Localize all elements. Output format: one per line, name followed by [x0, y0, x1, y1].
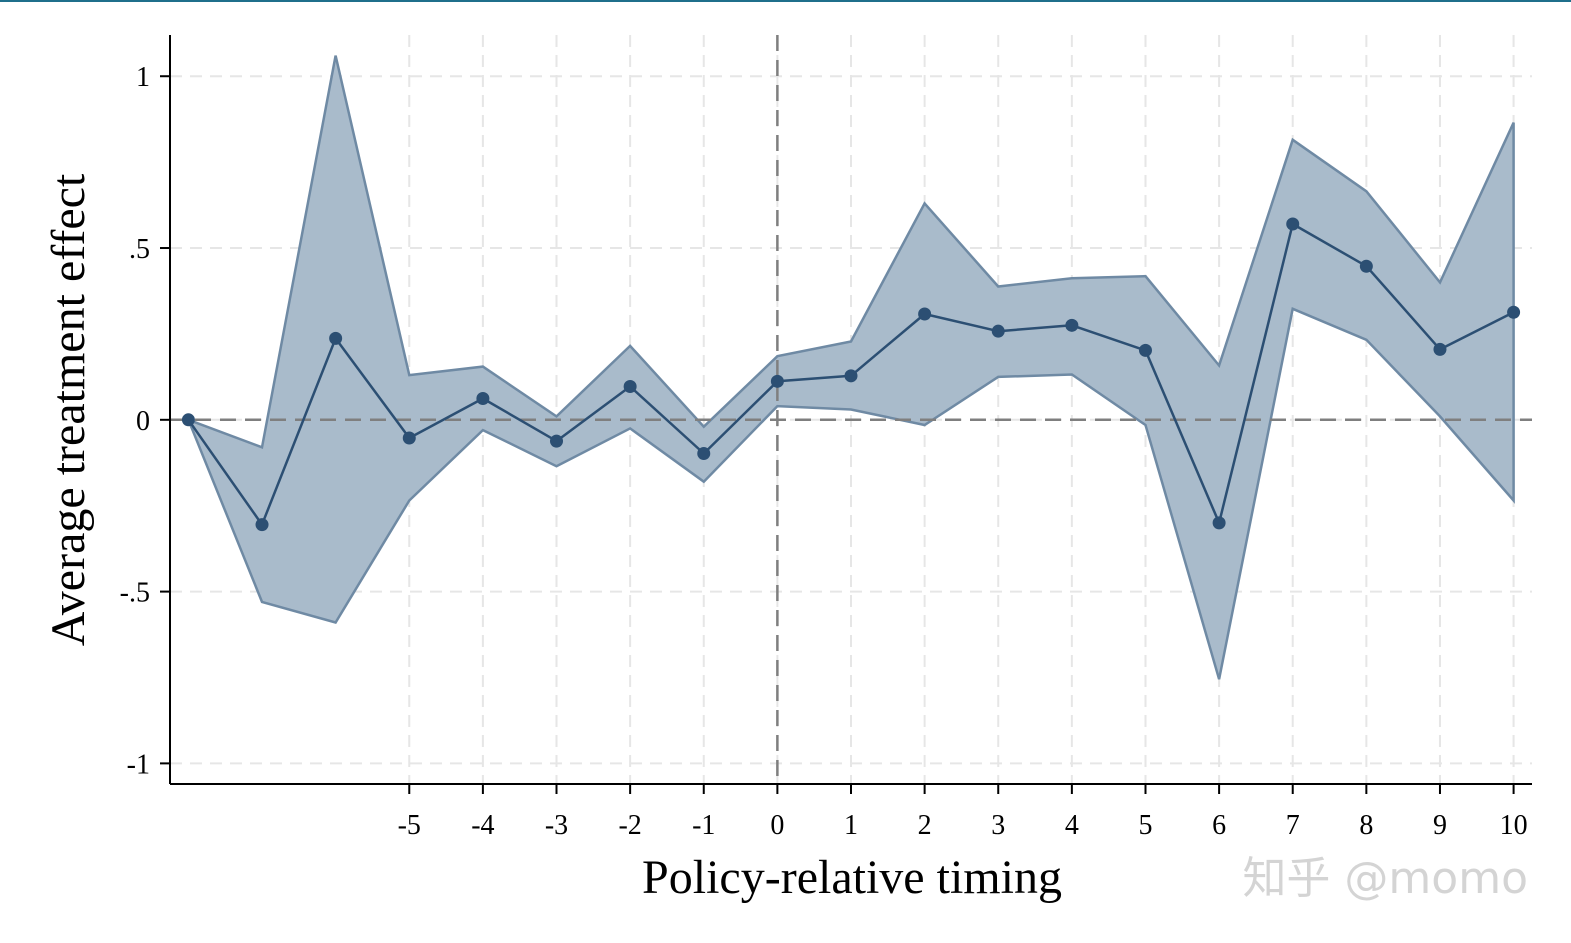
y-tick-label: -1 [127, 749, 150, 780]
data-point [770, 374, 784, 388]
x-tick-label: -3 [545, 810, 568, 841]
data-point [918, 307, 932, 321]
data-point [1286, 217, 1300, 231]
y-tick-label: 1 [136, 62, 150, 93]
y-tick-label: .5 [129, 234, 150, 265]
y-axis-title: Average treatment effect [42, 173, 95, 646]
data-point [255, 518, 269, 532]
data-point [550, 434, 564, 448]
data-point [402, 431, 416, 445]
x-tick-label: 5 [1138, 810, 1152, 841]
x-tick-label: 8 [1359, 810, 1373, 841]
axes [160, 35, 1532, 794]
top-border-rule [0, 0, 1571, 2]
x-tick-label: 4 [1065, 810, 1079, 841]
x-tick-label: -1 [692, 810, 715, 841]
x-tick-label: -5 [398, 810, 421, 841]
x-tick-label: 2 [918, 810, 932, 841]
data-point [1212, 516, 1226, 530]
x-tick-label: 6 [1212, 810, 1226, 841]
y-tick-label: 0 [136, 406, 150, 437]
x-tick-label: 10 [1500, 810, 1528, 841]
data-point [1065, 318, 1079, 332]
data-point [697, 446, 711, 460]
x-tick-labels: -5 -4 -3 -2 -1 0 1 2 3 4 5 6 7 8 9 10 [398, 810, 1528, 841]
data-point [329, 331, 343, 345]
watermark: 知乎 @momo [1242, 853, 1528, 904]
data-point [1359, 259, 1373, 273]
y-tick-label: -.5 [120, 578, 150, 609]
x-axis-title: Policy-relative timing [642, 851, 1062, 904]
data-point [1433, 342, 1447, 356]
x-tick-label: -2 [618, 810, 641, 841]
data-point [991, 324, 1005, 338]
x-tick-label: 7 [1286, 810, 1300, 841]
data-point [1138, 343, 1152, 357]
data-point [623, 379, 637, 393]
y-tick-labels: 1 .5 0 -.5 -1 [120, 62, 150, 780]
x-tick-label: -4 [471, 810, 494, 841]
data-point [844, 369, 858, 383]
data-point [1507, 305, 1521, 319]
data-point [181, 413, 195, 427]
data-point [476, 392, 490, 406]
x-tick-label: 0 [770, 810, 784, 841]
x-tick-label: 3 [991, 810, 1005, 841]
estimate-points [181, 217, 1521, 532]
x-tick-label: 9 [1433, 810, 1447, 841]
x-tick-label: 1 [844, 810, 858, 841]
